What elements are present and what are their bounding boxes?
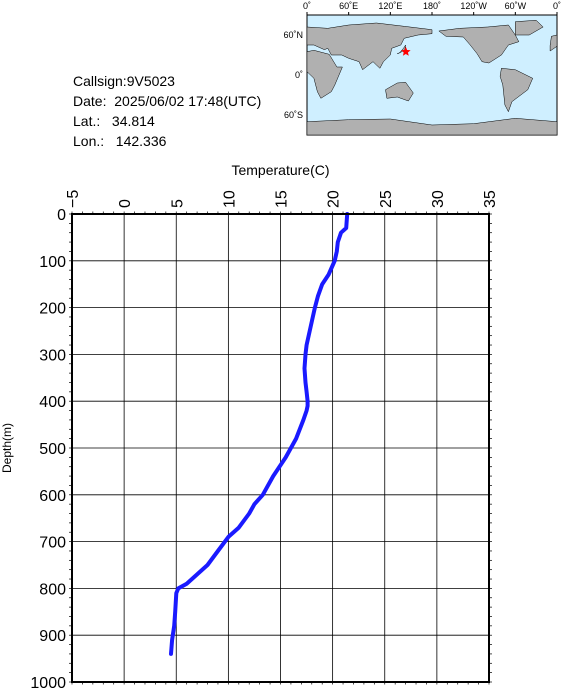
y-tick-label: 200 bbox=[39, 301, 66, 318]
north-america-land bbox=[438, 24, 520, 64]
x-tick-label: 25 bbox=[378, 190, 395, 208]
x-axis-label: Temperature(C) bbox=[231, 162, 329, 178]
temperature-profile-line bbox=[169, 212, 350, 656]
plot-frame bbox=[71, 213, 490, 683]
y-tick-label: 300 bbox=[39, 347, 66, 364]
location-map: 0˚ 60˚E 120˚E 180˚ 120˚W 60˚W 0˚ 60˚N 0˚ 60˚S bbox=[283, 1, 561, 136]
map-lon-label: 0˚ bbox=[303, 1, 311, 11]
map-lon-label: 0˚ bbox=[553, 1, 561, 11]
y-tick-label: 800 bbox=[39, 581, 66, 598]
greenland-land bbox=[515, 20, 544, 36]
station-info: Callsign:9V5023 Date: 2025/06/02 17:48(U… bbox=[73, 71, 261, 151]
callsign-text: Callsign:9V5023 bbox=[73, 73, 175, 89]
map-lon-label: 60˚W bbox=[505, 1, 527, 11]
map-lon-label: 180˚ bbox=[423, 1, 441, 11]
x-tick-label: 10 bbox=[221, 190, 238, 208]
x-tick-label: 35 bbox=[482, 190, 499, 208]
y-tick-label: 100 bbox=[39, 254, 66, 271]
y-tick-label: 900 bbox=[39, 628, 66, 645]
map-lat-label: 60˚N bbox=[283, 30, 303, 40]
map-lat-label: 0˚ bbox=[295, 70, 303, 80]
date-text: Date: 2025/06/02 17:48(UTC) bbox=[73, 93, 262, 109]
y-tick-label: 1000 bbox=[30, 675, 66, 690]
map-lon-label: 120˚E bbox=[378, 1, 402, 11]
australia-land bbox=[385, 82, 414, 102]
eurasia-land bbox=[306, 22, 433, 71]
x-tick-label: 30 bbox=[430, 190, 447, 208]
japan-land bbox=[397, 44, 406, 54]
y-axis-label: Depth(m) bbox=[0, 423, 14, 473]
location-marker-icon bbox=[401, 46, 411, 56]
y-tick-label: 500 bbox=[39, 441, 66, 458]
africa-land bbox=[306, 50, 343, 99]
south-america-land bbox=[499, 68, 534, 113]
lon-text: Lon.: 142.336 bbox=[73, 133, 167, 149]
x-tick-label: 5 bbox=[169, 199, 186, 208]
europe-west-land bbox=[549, 34, 558, 52]
lat-text: Lat.: 34.814 bbox=[73, 113, 155, 129]
map-lon-label: 60˚E bbox=[339, 1, 358, 11]
x-tick-label: 20 bbox=[326, 190, 343, 208]
x-tick-label: −5 bbox=[65, 190, 82, 208]
x-tick-label: 0 bbox=[117, 199, 134, 208]
map-lon-label: 120˚W bbox=[460, 1, 487, 11]
y-tick-label: 600 bbox=[39, 488, 66, 505]
y-tick-label: 400 bbox=[39, 394, 66, 411]
y-tick-label: 700 bbox=[39, 535, 66, 552]
antarctica-land bbox=[306, 118, 558, 136]
x-tick-label: 15 bbox=[274, 190, 291, 208]
map-lat-label: 60˚S bbox=[284, 110, 303, 120]
y-tick-label: 0 bbox=[57, 207, 66, 224]
